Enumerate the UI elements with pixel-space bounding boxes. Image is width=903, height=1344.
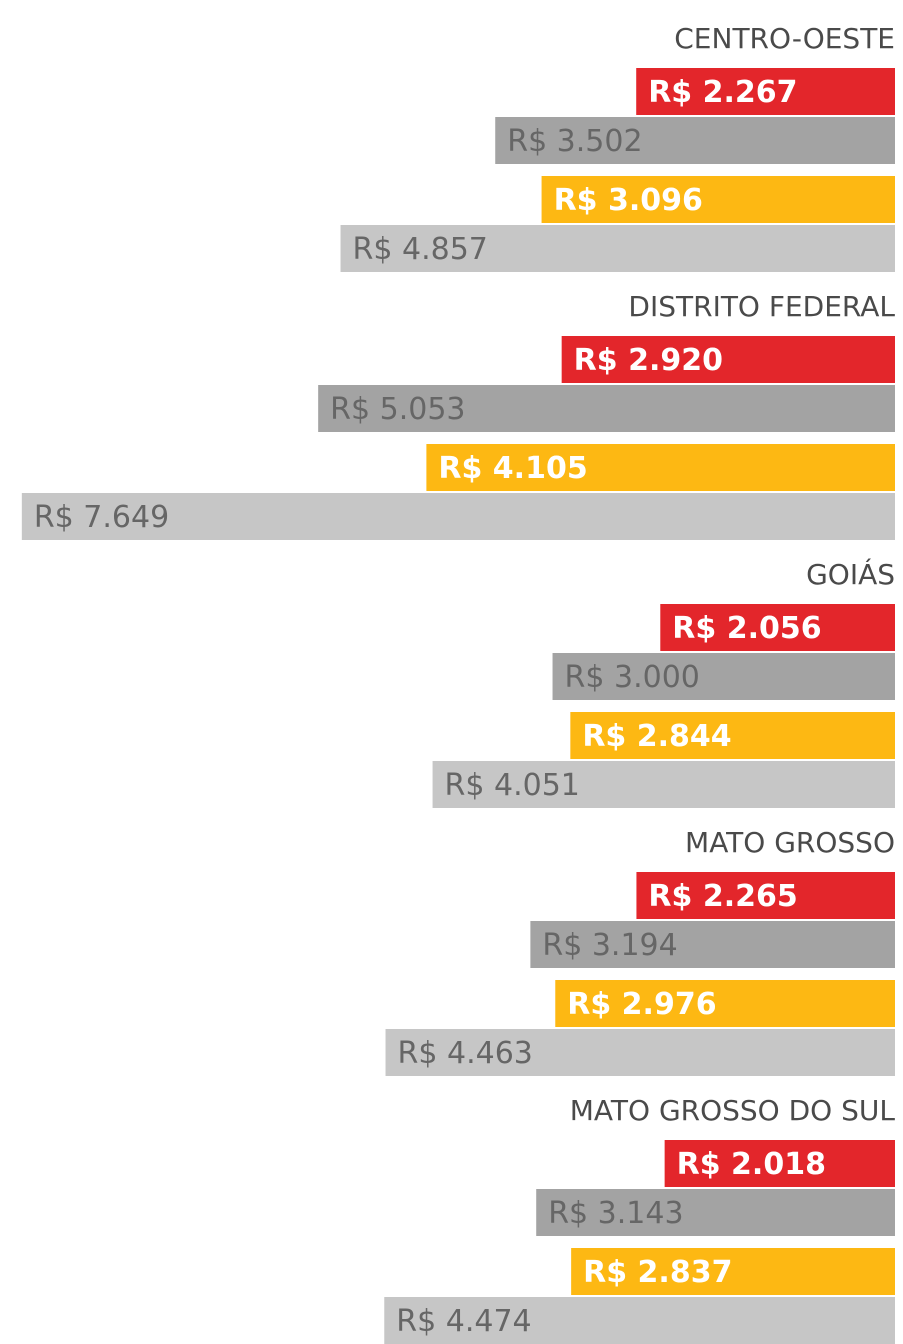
value-label: R$ 2.265 [648, 879, 797, 914]
value-label: R$ 2.920 [574, 343, 723, 378]
bar [664, 1140, 895, 1187]
value-label: R$ 4.857 [353, 232, 488, 267]
bar [530, 921, 895, 968]
bar [555, 980, 895, 1027]
value-label: R$ 3.143 [548, 1196, 683, 1231]
value-label: R$ 3.000 [565, 660, 700, 695]
value-label: R$ 5.053 [330, 392, 465, 427]
value-label: R$ 2.267 [648, 75, 797, 110]
value-label: R$ 4.105 [438, 451, 587, 486]
bar [385, 1029, 895, 1076]
bar [384, 1297, 895, 1344]
bar [660, 604, 895, 651]
value-label: R$ 2.976 [567, 987, 716, 1022]
group-title: GOIÁS [806, 557, 895, 591]
bar [571, 1248, 895, 1295]
value-label: R$ 3.194 [542, 928, 677, 963]
bar [536, 1189, 895, 1236]
group-title: MATO GROSSO [685, 826, 895, 859]
bar [561, 336, 895, 383]
value-label: R$ 2.018 [677, 1147, 826, 1182]
value-label: R$ 4.463 [398, 1036, 533, 1071]
group-title: CENTRO-OESTE [674, 22, 895, 55]
bar [426, 444, 895, 491]
value-label: R$ 3.096 [554, 183, 703, 218]
group-title: MATO GROSSO DO SUL [570, 1094, 896, 1127]
value-label: R$ 7.649 [34, 500, 169, 535]
bar [570, 712, 895, 759]
value-label: R$ 4.051 [445, 768, 580, 803]
bar [636, 872, 895, 919]
value-label: R$ 2.056 [672, 611, 821, 646]
bar [552, 653, 895, 700]
bar [541, 176, 895, 223]
bar [21, 493, 895, 540]
bar [340, 225, 896, 272]
bar [432, 761, 895, 808]
value-label: R$ 3.502 [507, 124, 642, 159]
value-label: R$ 2.844 [582, 719, 731, 754]
bar [636, 68, 895, 115]
value-label: R$ 2.837 [583, 1255, 732, 1290]
bar [495, 117, 895, 164]
group-title: DISTRITO FEDERAL [628, 290, 895, 323]
bar [318, 385, 895, 432]
value-label: R$ 4.474 [396, 1304, 531, 1339]
